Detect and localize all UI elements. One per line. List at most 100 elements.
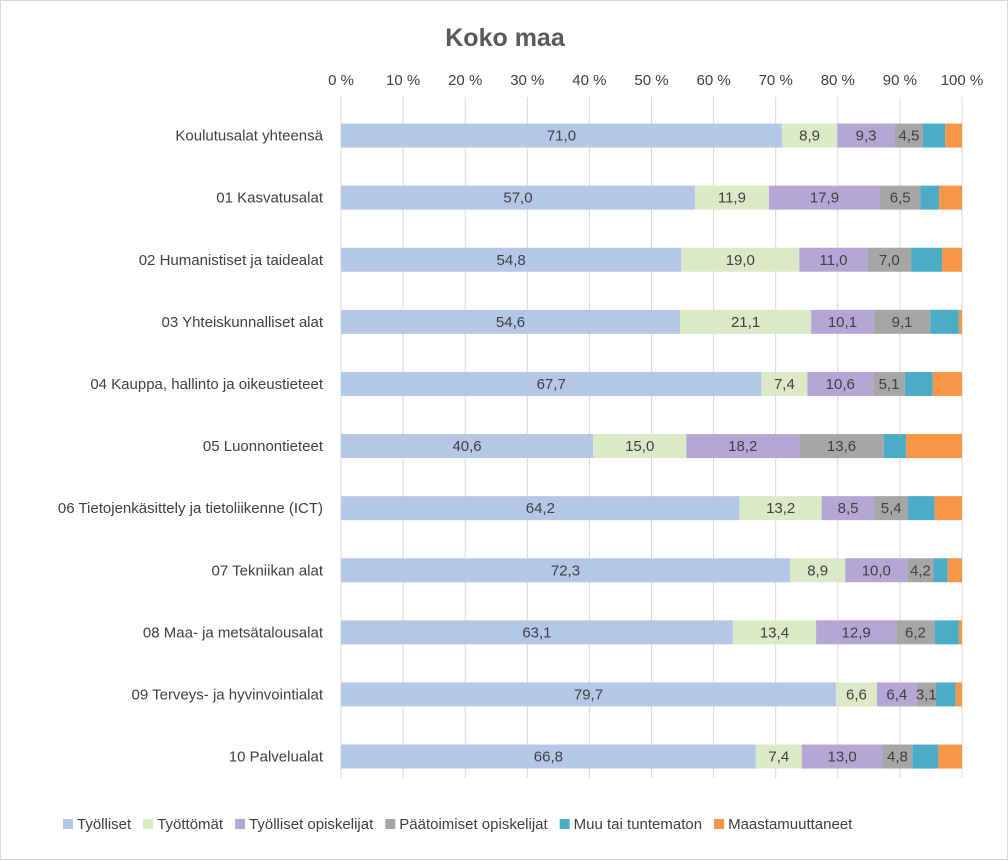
data-label: 11,9 — [718, 190, 746, 207]
category-label: 10 Palvelualat — [229, 749, 324, 766]
bar-segment — [930, 309, 959, 334]
tick-label: 0 % — [328, 72, 354, 89]
data-label: 6,4 — [886, 686, 907, 703]
category-label: 02 Humanistiset ja taidealat — [139, 252, 324, 269]
bar-segment — [341, 620, 733, 645]
bar-segment — [911, 247, 943, 272]
bar-segment — [755, 744, 802, 769]
legend-item: Muu tai tuntematon — [559, 816, 702, 833]
bar-segment — [341, 309, 681, 334]
bar-segment — [732, 620, 817, 645]
bar-segment — [768, 185, 881, 210]
bar-segment — [874, 496, 908, 521]
bar-segment — [955, 682, 962, 707]
data-label: 8,5 — [838, 500, 859, 517]
legend-label: Muu tai tuntematon — [574, 816, 702, 833]
bar-segment — [341, 371, 762, 396]
bar-segment — [873, 371, 905, 396]
bar-segment — [939, 185, 962, 210]
category-label: 05 Luonnontieteet — [203, 438, 324, 455]
tick-label: 100 % — [941, 72, 984, 89]
legend-label: Päätoimiset opiskelijat — [399, 816, 548, 833]
bar-segment — [811, 309, 874, 334]
legend-item: Työlliset opiskelijat — [235, 816, 374, 833]
bar-segment — [686, 434, 800, 459]
data-label: 19,0 — [726, 252, 755, 269]
bar-segment — [680, 309, 812, 334]
data-label: 54,6 — [496, 314, 525, 331]
legend-item: Työlliset — [63, 816, 132, 833]
bar-segment — [932, 371, 962, 396]
category-label: 08 Maa- ja metsätalousalat — [143, 624, 324, 641]
bar-segment — [907, 558, 934, 583]
data-label: 8,9 — [799, 128, 820, 145]
category-label: 09 Terveys- ja hyvinvointialat — [132, 686, 324, 703]
bar-segment — [341, 185, 695, 210]
data-label: 11,0 — [819, 252, 847, 269]
bar-segment — [821, 496, 875, 521]
bar-segment — [933, 558, 948, 583]
bar-segment — [942, 247, 962, 272]
legend-label: Maastamuuttaneet — [728, 816, 853, 833]
data-label: 4,8 — [887, 749, 908, 766]
data-label: 64,2 — [526, 500, 555, 517]
data-label: 13,6 — [827, 438, 856, 455]
bar-segment — [906, 434, 962, 459]
bar-segment — [781, 123, 838, 148]
tick-label: 10 % — [386, 72, 420, 89]
data-label: 5,1 — [879, 376, 900, 393]
data-label: 13,0 — [828, 749, 857, 766]
bar-segment — [816, 620, 897, 645]
legend-item: Maastamuuttaneet — [714, 816, 853, 833]
data-label: 21,1 — [731, 314, 760, 331]
bar-segment — [341, 496, 740, 521]
bar-segment — [789, 558, 846, 583]
chart-title: Koko maa — [445, 24, 566, 52]
data-label: 12,9 — [842, 624, 871, 641]
tick-label: 80 % — [821, 72, 855, 89]
bar-segment — [694, 185, 769, 210]
legend-swatch — [63, 819, 73, 829]
bar-segment — [934, 496, 962, 521]
bar-segment — [341, 682, 836, 707]
bar-segment — [938, 744, 962, 769]
bar-segment — [341, 434, 594, 459]
bar-segment — [904, 371, 933, 396]
legend-swatch — [714, 819, 725, 829]
category-label: 01 Kasvatusalat — [216, 190, 324, 207]
data-label: 4,5 — [898, 128, 919, 145]
data-label: 71,0 — [547, 128, 576, 145]
bar-segment — [681, 247, 800, 272]
bar-segment — [873, 309, 931, 334]
category-label: 03 Yhteiskunnalliset alat — [162, 314, 324, 331]
legend-swatch — [235, 819, 246, 829]
bar-segment — [882, 744, 913, 769]
bar-segment — [945, 123, 962, 148]
bar-segment — [799, 247, 868, 272]
data-label: 10,1 — [828, 314, 857, 331]
data-label: 4,2 — [910, 562, 931, 579]
bar-segment — [880, 185, 921, 210]
data-label: 57,0 — [503, 190, 532, 207]
bar-segment — [912, 744, 939, 769]
category-label: 07 Tekniikan alat — [212, 562, 324, 579]
bar-segment — [845, 558, 908, 583]
data-label: 18,2 — [728, 438, 757, 455]
data-label: 7,4 — [768, 749, 789, 766]
bar-segment — [341, 123, 782, 148]
bar-segment — [801, 744, 883, 769]
tick-label: 20 % — [448, 72, 482, 89]
data-label: 7,4 — [774, 376, 795, 393]
data-label: 8,9 — [807, 562, 828, 579]
bar-segment — [894, 123, 923, 148]
data-label: 6,6 — [846, 686, 867, 703]
legend-label: Työttömät — [157, 816, 224, 833]
tick-label: 60 % — [696, 72, 730, 89]
category-label: 06 Tietojenkäsittely ja tietoliikenne (I… — [58, 500, 323, 517]
category-label: Koulutusalat yhteensä — [175, 128, 323, 145]
data-label: 9,3 — [856, 128, 877, 145]
bar-segment — [799, 434, 884, 459]
bar-segment — [739, 496, 822, 521]
